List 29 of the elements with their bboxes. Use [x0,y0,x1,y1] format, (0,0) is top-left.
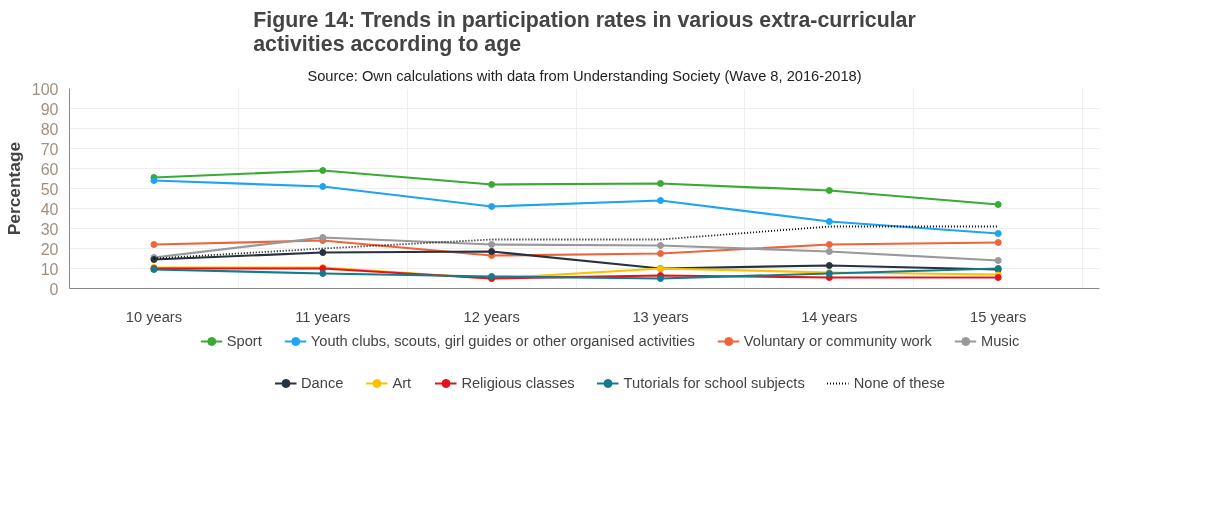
y-tick-label: 100 [31,80,59,98]
x-tick-label: 11 years [295,308,351,325]
y-tick-label: 90 [40,100,59,118]
legend-label: None of these [853,375,945,391]
y-tick-label: 30 [40,220,59,238]
legend-label: Sport [226,333,262,349]
y-tick-label: 0 [49,280,59,298]
y-tick-label: 20 [40,240,59,258]
chart-title: Figure 14: Trends in participation rates in various extra-curricular activities according to age [253,7,916,56]
x-tick-label: 12 years [463,308,520,325]
legend-label: Voluntary or community work [743,333,932,349]
y-tick-label: 70 [40,140,59,158]
legend-label: Dance [301,375,344,391]
y-tick-label: 10 [40,260,59,278]
x-tick-label: 15 years [970,308,1027,325]
x-tick-label: 14 years [801,308,858,325]
x-tick-label: 10 years [125,308,183,325]
y-tick-label: 60 [40,160,59,178]
y-tick-label: 40 [40,200,59,218]
legend-label: Youth clubs, scouts, girl guides or other organised activities [310,333,695,349]
y-axis-title: Percentage [3,141,24,236]
legend-label: Tutorials for school subjects [623,375,805,391]
legend-label: Art [392,375,413,391]
chart-subtitle: Source: Own calculations with data from Understanding Society (Wave 8, 2016-2018) [307,67,862,84]
y-tick-label: 80 [40,120,59,138]
x-tick-label: 13 years [632,308,689,325]
legend-label: Religious classes [461,375,575,391]
legend-label: Music [980,333,1020,349]
y-tick-label: 50 [40,180,59,198]
